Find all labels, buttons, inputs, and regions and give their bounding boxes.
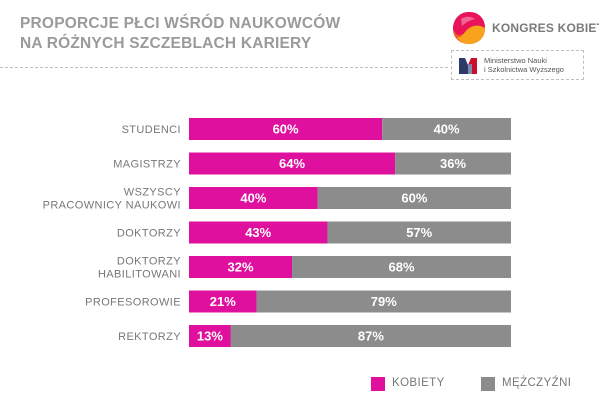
value-label-men: 79% <box>371 294 397 309</box>
bar-men <box>395 152 511 175</box>
bar-women <box>189 152 396 175</box>
value-label-women: 21% <box>210 294 236 309</box>
category-label-line: WSZYSCY <box>124 187 181 199</box>
chart-title-line2: NA RÓŻNYCH SZCZEBLACH KARIERY <box>20 35 312 52</box>
category-label: DOKTORZY HABILITOWANI <box>98 256 181 281</box>
bar-men <box>382 118 511 140</box>
category-label-line: DOKTORZY <box>117 256 181 268</box>
kongres-kobiet-logo-text: KONGRES KOBIET <box>492 21 599 35</box>
bar-men <box>256 290 511 313</box>
value-label-men: 57% <box>406 225 432 240</box>
bar-women <box>189 325 231 347</box>
bar-women <box>189 290 257 313</box>
bar-men <box>230 325 512 347</box>
legend-label-men: MĘŻCZYŹNI <box>502 377 572 389</box>
value-label-men: 68% <box>389 260 415 275</box>
bar-women <box>189 221 328 244</box>
kongres-kobiet-logo-mark-icon <box>453 12 485 44</box>
gender-proportion-chart: STUDENCI 60% 40% MAGISTRZY 64% 36% WSZYSCY PRAC… <box>43 118 512 347</box>
value-label-women: 13% <box>197 329 223 344</box>
ministry-logo-line2: i Szkolnictwa Wyższego <box>484 65 564 74</box>
bar-men <box>327 221 511 244</box>
category-label-line: REKTORZY <box>118 331 181 343</box>
bar-men <box>292 256 511 278</box>
value-label-men: 87% <box>358 329 384 344</box>
legend-swatch-men <box>481 377 495 391</box>
category-label-line: PRACOWNICY NAUKOWI <box>43 200 181 212</box>
value-label-women: 40% <box>240 191 266 206</box>
value-label-men: 40% <box>434 122 460 137</box>
category-label-line: HABILITOWANI <box>98 269 181 281</box>
category-label-line: STUDENCI <box>122 124 181 136</box>
category-label-line: PROFESOROWIE <box>85 297 181 309</box>
value-label-women: 32% <box>228 260 254 275</box>
ministry-logo-line1: Ministerstwo Nauki <box>484 56 547 65</box>
kongres-kobiet-logo: KONGRES KOBIET <box>451 10 599 46</box>
bar-women <box>189 187 318 209</box>
category-label-line: DOKTORZY <box>117 228 181 240</box>
category-label: PROFESOROWIE <box>85 297 181 309</box>
chart-legend: KOBIETY MĘŻCZYŹNI <box>0 375 599 395</box>
category-label: STUDENCI <box>122 124 181 136</box>
bar-women <box>189 256 293 278</box>
value-label-women: 60% <box>273 122 299 137</box>
chart-title: PROPORCJE PŁCI WŚRÓD NAUKOWCÓW NA RÓŻNYC… <box>20 14 400 54</box>
value-label-men: 36% <box>440 156 466 171</box>
legend-label-women: KOBIETY <box>392 377 445 389</box>
value-label-men: 60% <box>401 191 427 206</box>
category-label: MAGISTRZY <box>113 159 181 171</box>
category-label-line: MAGISTRZY <box>113 159 181 171</box>
header-divider <box>0 67 448 68</box>
ministry-logo: Ministerstwo Nauki i Szkolnictwa Wyższeg… <box>451 50 584 80</box>
chart-title-line1: PROPORCJE PŁCI WŚRÓD NAUKOWCÓW <box>20 15 341 32</box>
category-label: DOKTORZY <box>117 228 181 240</box>
value-label-women: 64% <box>279 156 305 171</box>
ministry-logo-mark-icon <box>459 58 477 74</box>
bar-women <box>189 118 383 140</box>
bar-men <box>317 187 511 209</box>
value-label-women: 43% <box>245 225 271 240</box>
ministry-logo-text: Ministerstwo Nauki i Szkolnictwa Wyższeg… <box>484 56 564 74</box>
legend-swatch-women <box>371 377 385 391</box>
category-label: REKTORZY <box>118 331 181 343</box>
category-label: WSZYSCY PRACOWNICY NAUKOWI <box>43 187 182 212</box>
